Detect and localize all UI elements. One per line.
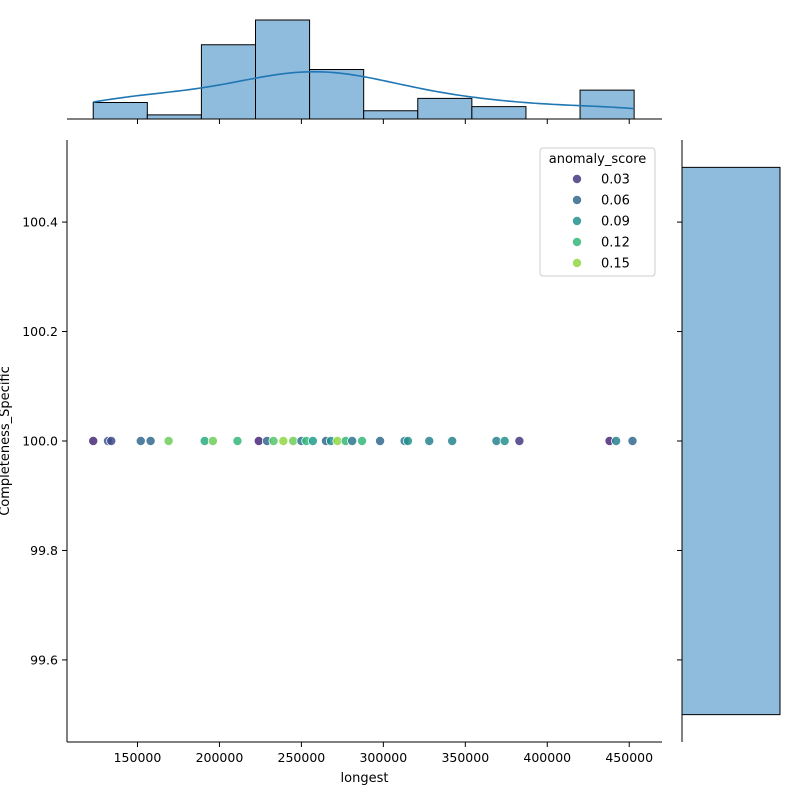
scatter-point bbox=[375, 435, 386, 446]
x-tick-label: 300000 bbox=[359, 750, 407, 765]
scatter-point bbox=[499, 435, 510, 446]
x-tick-label: 450000 bbox=[605, 750, 653, 765]
legend-label: 0.06 bbox=[601, 194, 630, 209]
legend-entries: 0.03 0.06 0.09 0.12 0.15 bbox=[572, 173, 630, 272]
scatter-point bbox=[163, 435, 174, 446]
x-histogram-bar bbox=[146, 114, 202, 120]
x-tick-label: 400000 bbox=[523, 750, 571, 765]
scatter-point bbox=[268, 435, 279, 446]
x-tick-label: 350000 bbox=[441, 750, 489, 765]
x-histogram-bar bbox=[579, 89, 635, 120]
y-axis-label: Completeness_Specific bbox=[0, 366, 13, 516]
y-tick-label: 100.0 bbox=[22, 434, 58, 449]
legend-frame bbox=[539, 147, 656, 277]
scatter-point bbox=[447, 435, 458, 446]
scatter-point bbox=[88, 435, 99, 446]
x-histogram-bar bbox=[417, 97, 473, 120]
x-histogram-bar bbox=[471, 106, 527, 120]
x-histogram-bar bbox=[92, 102, 148, 120]
scatter-point bbox=[402, 435, 413, 446]
scatter-point bbox=[207, 435, 218, 446]
kde-curve bbox=[93, 70, 635, 110]
y-tick-label: 100.2 bbox=[22, 324, 58, 339]
scatter-point bbox=[357, 435, 368, 446]
legend-marker bbox=[572, 173, 583, 184]
scatter-point bbox=[278, 435, 289, 446]
y-tick-label: 99.8 bbox=[30, 543, 58, 558]
marginal-x-histogram bbox=[67, 19, 662, 124]
scatter-point bbox=[135, 435, 146, 446]
scatter-point bbox=[145, 435, 156, 446]
y-histogram-bar bbox=[681, 166, 781, 716]
scatter-point bbox=[611, 435, 622, 446]
legend-label: 0.15 bbox=[601, 257, 630, 272]
scatter-point bbox=[307, 435, 318, 446]
legend-marker bbox=[572, 194, 583, 205]
scatter-point bbox=[424, 435, 435, 446]
legend-label: 0.09 bbox=[601, 215, 630, 230]
x-axis-label: longest bbox=[341, 771, 389, 786]
x-tick-label: 250000 bbox=[278, 750, 326, 765]
marginal-y-histogram bbox=[677, 140, 781, 742]
x-histogram-bar bbox=[309, 69, 365, 120]
legend-marker bbox=[572, 215, 583, 226]
x-tick-label: 150000 bbox=[114, 750, 162, 765]
legend-marker bbox=[572, 257, 583, 268]
legend-marker bbox=[572, 236, 583, 247]
x-histogram-bar bbox=[254, 19, 311, 120]
legend-label: 0.12 bbox=[601, 236, 630, 251]
scatter-point bbox=[347, 435, 358, 446]
legend: anomaly_score 0.03 0.06 0.09 0.12 0.15 bbox=[539, 147, 656, 277]
scatter-point bbox=[232, 435, 243, 446]
y-tick-label: 100.4 bbox=[22, 215, 58, 230]
x-histogram-bar bbox=[363, 110, 419, 120]
x-histogram-bar bbox=[200, 44, 256, 120]
scatter-plot-area: 150000 200000 250000 300000 350000 400000 4500… bbox=[22, 140, 662, 765]
x-tick-label: 200000 bbox=[196, 750, 244, 765]
legend-title: anomaly_score bbox=[549, 152, 647, 167]
scatter-point bbox=[106, 435, 117, 446]
y-tick-label: 99.6 bbox=[30, 652, 58, 667]
legend-label: 0.03 bbox=[601, 173, 630, 188]
scatter-point bbox=[514, 435, 525, 446]
scatter-point bbox=[627, 435, 638, 446]
